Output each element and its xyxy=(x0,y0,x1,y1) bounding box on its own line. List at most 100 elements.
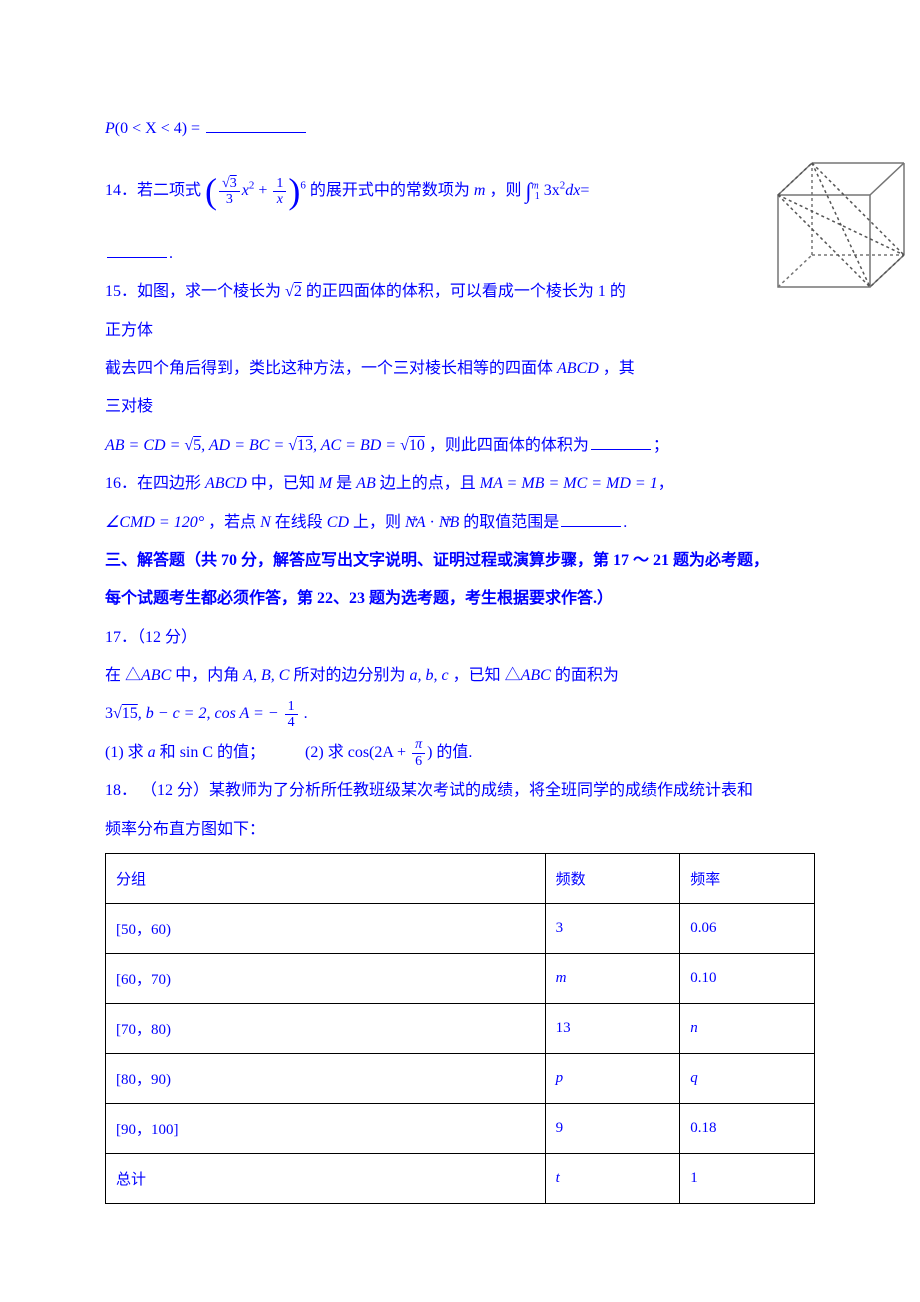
q15-l1: 15．如图，求一个棱长为 √2 的正四面体的体积，可以看成一个棱长为 1 的正方… xyxy=(105,273,815,350)
q17-pts: （12 分） xyxy=(137,629,197,646)
q16-t3: 是 xyxy=(332,475,356,492)
q17-p2a: (2) 求 xyxy=(305,744,348,761)
q14-frac2-den: x xyxy=(273,192,286,207)
cell: 总计 xyxy=(106,1154,546,1204)
q14-plus: + xyxy=(254,182,271,199)
q15-abcd: ABCD xyxy=(557,360,599,377)
cell: 3 xyxy=(545,904,680,954)
q16-dot: · xyxy=(426,514,439,531)
q13-expression: P(0 < X < 4) = xyxy=(105,110,815,148)
cell: [60，70) xyxy=(106,954,546,1004)
q15-l3: AB = CD = √5, AD = BC = √13, AC = BD = √… xyxy=(105,427,815,465)
q18-pts: （12 分） xyxy=(137,782,209,799)
table-row: [50，60)30.06 xyxy=(106,904,815,954)
q16-num: 16． xyxy=(105,475,137,492)
q17-ABC2: ABC xyxy=(521,667,551,684)
q17-p2b: ) 的值. xyxy=(427,744,472,761)
q17-l1a: 在 △ xyxy=(105,667,141,684)
q16-CD: CD xyxy=(327,514,349,531)
frequency-table: 分组 频数 频率 [50，60)30.06 [60，70)m0.10 [70，8… xyxy=(105,853,815,1204)
q16-angle: ∠CMD = 120° xyxy=(105,514,204,531)
cell: q xyxy=(680,1054,815,1104)
q14-frac1-den: 3 xyxy=(219,192,240,207)
q17-fn: 1 xyxy=(285,699,298,715)
cell: 9 xyxy=(545,1104,680,1154)
cell: n xyxy=(680,1004,815,1054)
q16-N: N xyxy=(260,514,271,531)
q14-t2: 的展开式中的常数项为 xyxy=(310,182,474,199)
q16-t7: 在线段 xyxy=(271,514,327,531)
q14-dx: dx xyxy=(565,182,580,199)
q18-l1: 18． （12 分）某教师为了分析所任教班级某次考试的成绩，将全班同学的成绩作成… xyxy=(105,772,815,810)
q18-t1: 某教师为了分析所任教班级某次考试的成绩，将全班同学的成绩作成统计表和 xyxy=(209,782,753,799)
q17-fd: 4 xyxy=(285,715,298,730)
q14-num: 14． xyxy=(105,182,137,199)
table-row: [60，70)m0.10 xyxy=(106,954,815,1004)
q16-M: M xyxy=(319,475,332,492)
cell: [50，60) xyxy=(106,904,546,954)
q17-sides: a, b, c xyxy=(409,667,448,684)
q17-l1c: 所对的边分别为 xyxy=(289,667,409,684)
q14-x1: x xyxy=(242,182,249,199)
table-row-header: 分组 频数 频率 xyxy=(106,854,815,904)
q15-l2: 截去四个角后得到，类比这种方法，一个三对棱长相等的四面体 ABCD ，其三对棱 xyxy=(105,350,815,427)
q16-t10: . xyxy=(623,514,627,531)
th-group: 分组 xyxy=(106,854,546,904)
q15-l3b: , AD = BC = xyxy=(201,437,288,454)
cell: 0.18 xyxy=(680,1104,815,1154)
q17-num: 17． xyxy=(105,629,137,646)
q16-t8: 上，则 xyxy=(349,514,405,531)
q16-t5: ， xyxy=(658,475,674,492)
table-row: [70，80)13n xyxy=(106,1004,815,1054)
cell: [90，100] xyxy=(106,1104,546,1154)
q14-m: m xyxy=(474,182,486,199)
q14-frac2-num: 1 xyxy=(273,176,286,192)
q17-l2: 3√15, b − c = 2, cos A = − 14 . xyxy=(105,695,815,733)
q17-l1d: ，已知 △ xyxy=(449,667,521,684)
q17-ABC1: ABC xyxy=(141,667,171,684)
q18-t2: 频率分布直方图如下： xyxy=(105,821,265,838)
section3-heading-l1: 三、解答题（共 70 分，解答应写出文字说明、证明过程或演算步骤，第 17 ～ … xyxy=(105,542,815,580)
section3-heading-l2: 每个试题考生都必须作答，第 22、23 题为选考题，考生根据要求作答.） xyxy=(105,580,815,618)
q16-t2: 中，已知 xyxy=(247,475,319,492)
q14-t4: . xyxy=(169,245,173,262)
q16-t1: 在四边形 xyxy=(137,475,205,492)
table-row: 总计t1 xyxy=(106,1154,815,1204)
q16-blank xyxy=(561,510,621,527)
q17-p1b: 和 xyxy=(156,744,180,761)
q14-eq: = xyxy=(580,182,589,199)
cell: 0.10 xyxy=(680,954,815,1004)
q17-p1a: (1) 求 xyxy=(105,744,148,761)
q17-piden: 6 xyxy=(412,754,425,769)
q13-blank xyxy=(206,116,306,133)
q16-l1: 16．在四边形 ABCD 中，已知 M 是 AB 边上的点，且 MA = MB … xyxy=(105,465,815,503)
section3b-text: 每个试题考生都必须作答，第 22、23 题为选考题，考生根据要求作答.） xyxy=(105,590,613,607)
q17-l1b: 中，内角 xyxy=(171,667,243,684)
q16-abcd: ABCD xyxy=(205,475,247,492)
q13-P: P xyxy=(105,120,115,137)
q15-blank xyxy=(591,433,651,450)
q17-l2dot: . xyxy=(300,705,308,722)
q15-l3c: , AC = BD = xyxy=(313,437,400,454)
cell: [70，80) xyxy=(106,1004,546,1054)
q14-t3: ，则 xyxy=(485,182,521,199)
q17-header: 17．（12 分） xyxy=(105,619,815,657)
q15-l3d: ，则此四面体的体积为 xyxy=(425,437,589,454)
q16-l2: ∠CMD = 120° ，若点 N 在线段 CD 上，则 →NA · →NB 的… xyxy=(105,504,815,542)
q17-cos: cos(2A + xyxy=(348,744,410,761)
q17-pinum: π xyxy=(412,737,425,753)
cell: 13 xyxy=(545,1004,680,1054)
exam-page: P(0 < X < 4) = 14．若二项式 (√33x2 + 1x)6 的展开… xyxy=(0,0,920,1264)
q17-parts: (1) 求 a 和 sin C 的值； (2) 求 cos(2A + π6) 的… xyxy=(105,734,815,772)
q14-exp-out: 6 xyxy=(300,180,306,192)
q15-l3e: ； xyxy=(653,437,669,454)
table-row: [90，100]90.18 xyxy=(106,1104,815,1154)
cell: 1 xyxy=(680,1154,815,1204)
q15-l3a: AB = CD = xyxy=(105,437,184,454)
cell: 0.06 xyxy=(680,904,815,954)
cell: [80，90) xyxy=(106,1054,546,1104)
q14: 14．若二项式 (√33x2 + 1x)6 的展开式中的常数项为 m ，则 ∫m… xyxy=(105,148,815,273)
q16-t6: ，若点 xyxy=(204,514,260,531)
q14-t1: 若二项式 xyxy=(137,182,201,199)
q17-l2bc: , b − c = 2, cos A = − xyxy=(138,705,283,722)
